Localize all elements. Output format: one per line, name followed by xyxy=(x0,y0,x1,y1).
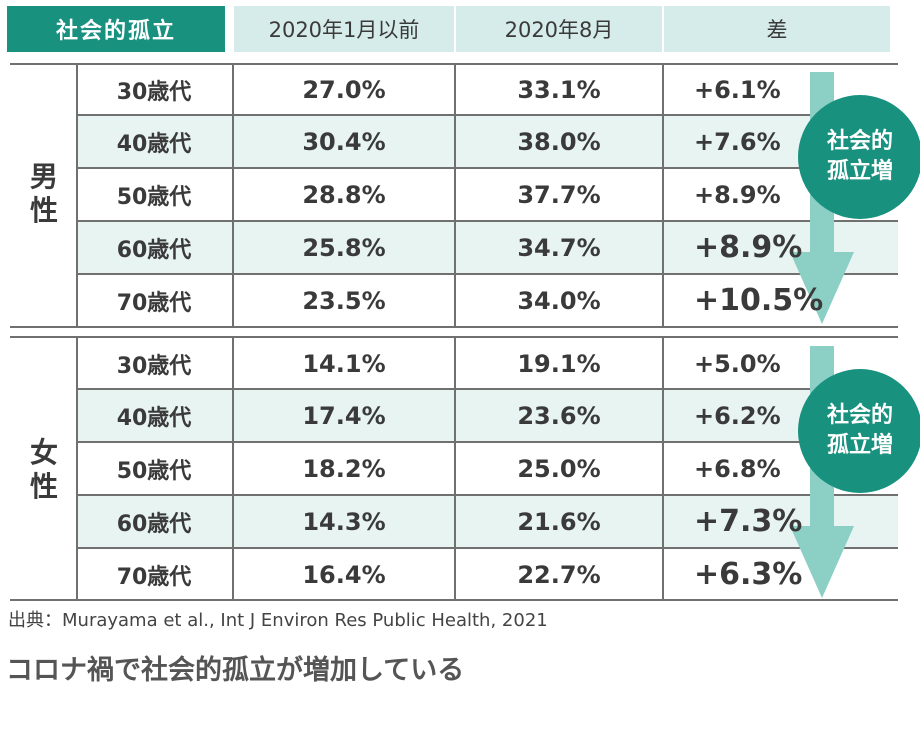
row-shade xyxy=(76,116,898,167)
column-line xyxy=(76,336,78,601)
table-cell-before: 17.4% xyxy=(302,401,386,430)
table-cell-before: 14.1% xyxy=(302,349,386,378)
column-header-diff: 差 xyxy=(664,6,890,52)
table-cell-after: 25.0% xyxy=(517,454,601,483)
table-cell-before: 16.4% xyxy=(302,560,386,589)
column-line xyxy=(232,336,234,601)
table-cell-age: 70歳代 xyxy=(116,564,192,590)
table-cell-before: 23.5% xyxy=(302,286,386,315)
table-cell-diff: +7.3% xyxy=(694,504,803,539)
table-cell-age: 40歳代 xyxy=(116,131,192,157)
row-line xyxy=(76,388,898,390)
table-cell-age: 70歳代 xyxy=(116,290,192,316)
table-cell-age: 30歳代 xyxy=(116,353,192,379)
table-cell-age: 50歳代 xyxy=(116,458,192,484)
table-cell-after: 19.1% xyxy=(517,349,601,378)
table-cell-after: 23.6% xyxy=(517,401,601,430)
column-line xyxy=(76,63,78,328)
table-cell-age: 60歳代 xyxy=(116,237,192,263)
column-line xyxy=(662,336,664,601)
table-cell-diff: +6.8% xyxy=(694,454,781,483)
table-cell-diff: +8.9% xyxy=(694,230,803,265)
source-note: 出典：Murayama et al., Int J Environ Res Pu… xyxy=(8,610,548,631)
table-cell-before: 14.3% xyxy=(302,507,386,536)
table-cell-before: 27.0% xyxy=(302,75,386,104)
table-cell-age: 40歳代 xyxy=(116,405,192,431)
row-line xyxy=(76,494,898,496)
column-line xyxy=(454,63,456,328)
table-cell-after: 34.0% xyxy=(517,286,601,315)
row-line xyxy=(76,547,898,549)
table-cell-before: 18.2% xyxy=(302,454,386,483)
row-shade xyxy=(76,222,898,273)
table-cell-diff: +7.6% xyxy=(694,127,781,156)
table-cell-diff: +8.9% xyxy=(694,180,781,209)
table-cell-diff: +6.3% xyxy=(694,557,803,592)
chart-caption: コロナ禍で社会的孤立が増加している xyxy=(6,655,465,686)
row-shade xyxy=(76,496,898,547)
table-cell-diff: +5.0% xyxy=(694,349,781,378)
table-cell-after: 38.0% xyxy=(517,127,601,156)
table-cell-after: 21.6% xyxy=(517,507,601,536)
column-header-before: 2020年1月以前 xyxy=(234,6,454,52)
row-line xyxy=(76,220,898,222)
table-cell-after: 22.7% xyxy=(517,560,601,589)
column-line xyxy=(232,63,234,328)
table-cell-before: 25.8% xyxy=(302,233,386,262)
table-cell-after: 37.7% xyxy=(517,180,601,209)
column-line xyxy=(662,63,664,328)
row-line xyxy=(76,273,898,275)
row-line xyxy=(76,167,898,169)
column-header-after: 2020年8月 xyxy=(456,6,662,52)
table-cell-diff: +10.5% xyxy=(694,283,824,318)
table-cell-age: 50歳代 xyxy=(116,184,192,210)
row-shade xyxy=(76,390,898,441)
row-line xyxy=(76,441,898,443)
row-line xyxy=(76,114,898,116)
table-cell-diff: +6.1% xyxy=(694,75,781,104)
column-line xyxy=(454,336,456,601)
gender-label-female: 女性 xyxy=(29,436,58,503)
table-cell-before: 28.8% xyxy=(302,180,386,209)
table-cell-age: 30歳代 xyxy=(116,79,192,105)
table-cell-after: 33.1% xyxy=(517,75,601,104)
annotation-badge-female: 社会的 孤立増 xyxy=(798,369,920,493)
gender-label-male: 男性 xyxy=(29,160,58,227)
table-cell-before: 30.4% xyxy=(302,127,386,156)
table-cell-diff: +6.2% xyxy=(694,401,781,430)
annotation-badge-male: 社会的 孤立増 xyxy=(798,95,920,219)
table-title: 社会的孤立 xyxy=(7,6,225,52)
table-cell-after: 34.7% xyxy=(517,233,601,262)
table-cell-age: 60歳代 xyxy=(116,511,192,537)
